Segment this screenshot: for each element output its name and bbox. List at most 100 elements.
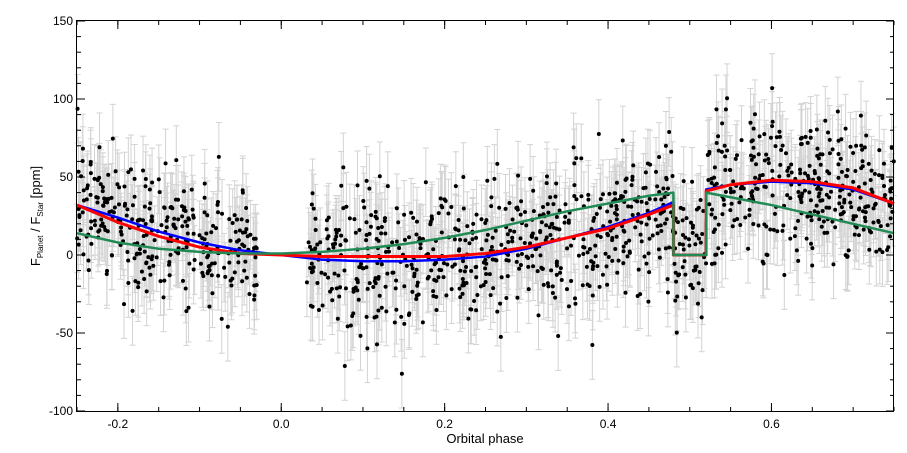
data-point: [183, 286, 188, 291]
data-point: [862, 215, 867, 220]
data-point: [474, 264, 479, 269]
data-point: [134, 251, 139, 256]
data-point: [830, 219, 835, 224]
data-point: [768, 227, 773, 232]
data-point: [133, 279, 138, 284]
data-point: [584, 264, 589, 269]
data-point: [713, 252, 718, 257]
data-point: [572, 161, 577, 166]
data-point: [581, 237, 586, 242]
data-point: [499, 275, 504, 280]
data-point: [885, 248, 890, 253]
data-point: [796, 258, 801, 263]
data-point: [409, 262, 414, 267]
data-point: [563, 214, 568, 219]
data-point: [425, 276, 430, 281]
data-point: [534, 246, 539, 251]
data-point: [310, 304, 315, 309]
data-point: [225, 324, 230, 329]
data-point: [833, 207, 838, 212]
data-point: [200, 270, 205, 275]
data-point: [474, 212, 479, 217]
data-point: [361, 198, 366, 203]
data-point: [653, 217, 658, 222]
data-point: [837, 201, 842, 206]
data-point: [309, 261, 314, 266]
data-point: [877, 173, 882, 178]
data-point: [229, 283, 234, 288]
data-point: [762, 158, 767, 163]
data-point: [466, 316, 471, 321]
data-point: [621, 261, 626, 266]
data-point: [808, 135, 813, 140]
data-point: [674, 330, 679, 335]
data-point: [581, 252, 586, 257]
data-point: [197, 233, 202, 238]
data-point: [306, 240, 311, 245]
data-point: [414, 219, 419, 224]
data-point: [377, 293, 382, 298]
data-point: [854, 143, 859, 148]
data-point: [399, 371, 404, 376]
data-point: [798, 167, 803, 172]
data-point: [470, 237, 475, 242]
data-point: [615, 270, 620, 275]
data-point: [464, 264, 469, 269]
data-point: [130, 203, 135, 208]
data-point: [394, 239, 399, 244]
data-point: [487, 272, 492, 277]
data-point: [137, 247, 142, 252]
data-point: [597, 205, 602, 210]
data-point: [851, 179, 856, 184]
data-point: [802, 188, 807, 193]
data-point: [804, 236, 809, 241]
data-point: [166, 262, 171, 267]
data-point: [529, 233, 534, 238]
data-point: [105, 268, 110, 273]
data-point: [796, 189, 801, 194]
data-point: [143, 184, 148, 189]
data-point: [699, 315, 704, 320]
data-point: [607, 191, 612, 196]
data-point: [836, 151, 841, 156]
data-point: [683, 295, 688, 300]
data-point: [598, 235, 603, 240]
data-point: [495, 161, 500, 166]
data-point: [147, 206, 152, 211]
data-point: [798, 136, 803, 141]
data-point: [457, 247, 462, 252]
data-point: [97, 228, 102, 233]
data-point: [205, 213, 210, 218]
data-point: [821, 219, 826, 224]
data-point: [681, 247, 686, 252]
data-point: [81, 252, 86, 257]
data-point: [230, 276, 235, 281]
data-point: [663, 246, 668, 251]
data-point: [644, 261, 649, 266]
data-point: [788, 236, 793, 241]
data-point: [861, 227, 866, 232]
data-point: [686, 237, 691, 242]
data-point: [770, 119, 775, 124]
data-point: [722, 202, 727, 207]
data-point: [600, 272, 605, 277]
data-point: [99, 223, 104, 228]
data-point: [650, 233, 655, 238]
data-point: [453, 184, 458, 189]
data-point: [544, 235, 549, 240]
data-point: [878, 224, 883, 229]
data-point: [714, 181, 719, 186]
data-point: [587, 247, 592, 252]
data-point: [124, 213, 129, 218]
data-point: [441, 275, 446, 280]
data-point: [189, 187, 194, 192]
data-point: [817, 191, 822, 196]
data-point: [789, 170, 794, 175]
data-point: [335, 316, 340, 321]
data-point: [839, 169, 844, 174]
data-point: [819, 224, 824, 229]
data-point: [407, 235, 412, 240]
data-point: [554, 181, 559, 186]
data-point: [505, 274, 510, 279]
data-point: [647, 236, 652, 241]
